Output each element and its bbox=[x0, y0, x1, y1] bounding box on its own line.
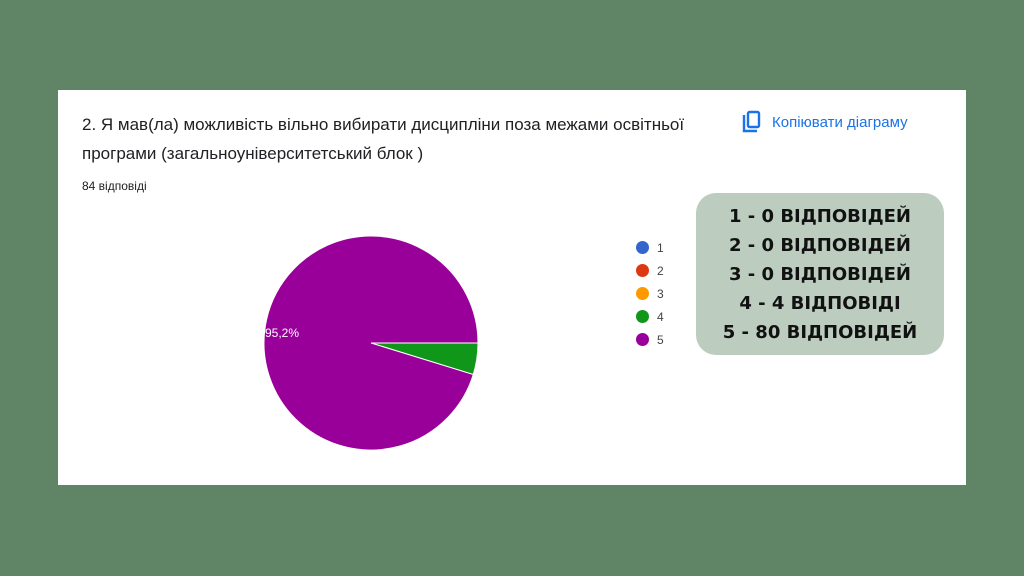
pie-slice-5[interactable] bbox=[263, 235, 479, 451]
question-title: 2. Я мав(ла) можливість вільно вибирати … bbox=[82, 115, 685, 163]
legend-label: 5 bbox=[657, 332, 664, 347]
summary-line: 2 - 0 ВІДПОВІДЕЙ bbox=[729, 234, 911, 256]
copy-icon bbox=[742, 110, 761, 133]
legend-item[interactable]: 3 bbox=[636, 282, 664, 305]
pie-chart: 95,2% bbox=[263, 235, 479, 451]
chart-card: 2. Я мав(ла) можливість вільно вибирати … bbox=[58, 90, 966, 485]
legend-swatch bbox=[636, 241, 649, 254]
summary-line: 4 - 4 ВІДПОВІДІ bbox=[739, 292, 901, 314]
legend: 1 2 3 4 5 bbox=[636, 236, 664, 351]
legend-swatch bbox=[636, 287, 649, 300]
legend-item[interactable]: 4 bbox=[636, 305, 664, 328]
copy-chart-button[interactable]: Копіювати діаграму bbox=[740, 110, 908, 134]
legend-label: 2 bbox=[657, 263, 664, 278]
legend-item[interactable]: 2 bbox=[636, 259, 664, 282]
summary-line: 1 - 0 ВІДПОВІДЕЙ bbox=[729, 205, 911, 227]
legend-label: 1 bbox=[657, 240, 664, 255]
summary-line: 3 - 0 ВІДПОВІДЕЙ bbox=[729, 263, 911, 285]
pie-data-label: 95,2% bbox=[265, 326, 299, 340]
response-count: 84 відповіді bbox=[82, 179, 147, 193]
summary-line: 5 - 80 ВІДПОВІДЕЙ bbox=[722, 321, 918, 343]
legend-label: 3 bbox=[657, 286, 664, 301]
legend-swatch bbox=[636, 333, 649, 346]
legend-item[interactable]: 1 bbox=[636, 236, 664, 259]
summary-box: 1 - 0 ВІДПОВІДЕЙ 2 - 0 ВІДПОВІДЕЙ 3 - 0 … bbox=[696, 193, 944, 355]
copy-chart-label: Копіювати діаграму bbox=[772, 113, 908, 131]
legend-label: 4 bbox=[657, 309, 664, 324]
legend-item[interactable]: 5 bbox=[636, 328, 664, 351]
legend-swatch bbox=[636, 264, 649, 277]
legend-swatch bbox=[636, 310, 649, 323]
